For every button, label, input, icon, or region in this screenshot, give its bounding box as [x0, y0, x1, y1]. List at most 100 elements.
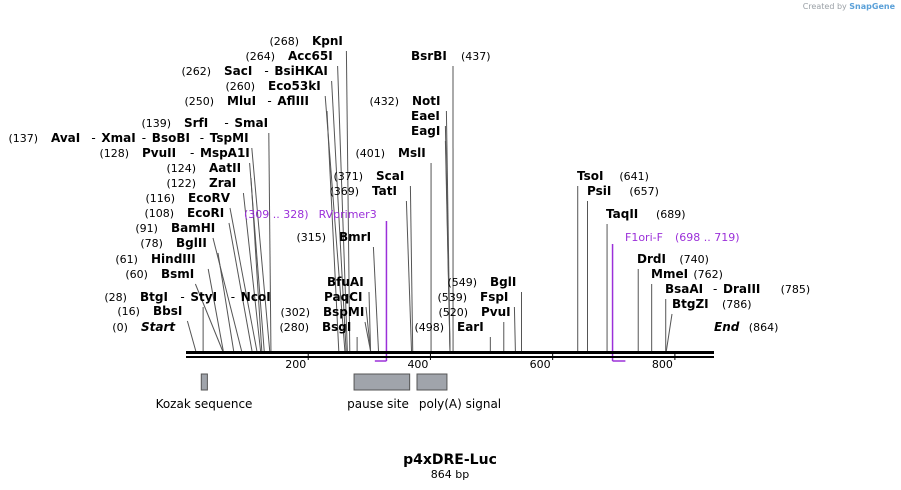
ruler-tick-label-600: 600: [530, 358, 551, 371]
site-position: (78): [140, 237, 163, 250]
enzyme-name: End: [714, 320, 740, 334]
primers: (309 .. 328) RVprimer3 F1ori-F (698 .. 719): [244, 208, 740, 362]
snapgene-logo-text: SnapGene: [849, 2, 895, 11]
site-position: (369): [330, 185, 360, 198]
site-position: (520): [439, 306, 469, 319]
site-position: (108): [145, 207, 175, 220]
cut-line-hindiii-4: [207, 268, 224, 352]
enzyme-name: PsiI: [587, 184, 611, 198]
feature-label-pause-site: pause site: [347, 397, 409, 411]
enzyme-name: BsaAI: [665, 282, 703, 296]
enzyme-name: DrdI: [637, 252, 666, 266]
separator: -: [264, 64, 268, 78]
enzyme-name: SacI: [224, 64, 252, 78]
cut-line-btgzi-41: [665, 313, 673, 352]
enzyme-label-pvui-32: (520) PvuI: [439, 305, 511, 319]
enzyme-label-bsaai-draiii-40: BsaAI - DraIII (785): [665, 282, 810, 296]
primer-range: (698 .. 719): [675, 231, 740, 244]
enzyme-name: BbsI: [153, 304, 182, 318]
enzyme-label-noti-29: (432) NotI: [370, 94, 441, 108]
site-position: (128): [100, 147, 130, 160]
primer-name: F1ori-F: [625, 231, 663, 244]
enzyme-label-hindiii-4: (61) HindIII: [115, 252, 195, 266]
enzyme-label-eagi-27: EagI: [411, 124, 440, 138]
site-position: (264): [246, 50, 276, 63]
sequence-backbone: [186, 351, 714, 358]
snapgene-credit: Created by SnapGene: [803, 2, 895, 11]
site-position: (260): [226, 80, 256, 93]
enzyme-name: EagI: [411, 124, 440, 138]
enzyme-name: AatII: [209, 161, 241, 175]
enzyme-name: TaqII: [606, 207, 638, 221]
ruler-ticks: 200 400 600 800: [285, 352, 676, 371]
enzyme-label-bmri-23: (315) BmrI: [297, 230, 372, 244]
cut-line-bsmi-3: [194, 283, 224, 352]
site-position: (137): [9, 132, 39, 145]
enzyme-label-bspmi-20: (302) BspMI: [281, 305, 365, 319]
feature-label-poly-a-signal: poly(A) signal: [419, 397, 501, 411]
enzyme-name: EaeI: [411, 109, 440, 123]
enzyme-name: KpnI: [312, 34, 343, 48]
enzyme-label-bbsi-1: (16) BbsI: [117, 304, 182, 318]
credit-prefix: Created by: [802, 2, 847, 11]
enzyme-label-acc65i-17: (264) Acc65I: [246, 49, 333, 63]
enzyme-name: TspMI: [210, 131, 249, 145]
site-position: (786): [722, 298, 752, 311]
enzyme-name: DraIII: [723, 282, 760, 296]
enzyme-cut-lines: [186, 50, 673, 352]
enzyme-label-bamhi-6: (91) BamHI: [135, 221, 215, 235]
enzyme-name: BfuAI: [327, 275, 364, 289]
enzyme-label-bfuai-22: BfuAI: [327, 275, 364, 289]
cut-line-saci-bsihkai-16: [331, 80, 347, 352]
enzyme-name: BglII: [176, 236, 207, 250]
enzyme-label-msli-26: (401) MslI: [356, 146, 426, 160]
enzyme-name: BmrI: [339, 230, 371, 244]
features: Kozak sequence pause site poly(A) signal: [156, 373, 501, 411]
enzyme-label-bsmi-3: (60) BsmI: [125, 267, 194, 281]
site-position: (864): [749, 321, 779, 334]
enzyme-name: NcoI: [241, 290, 271, 304]
enzyme-name: BsgI: [322, 320, 351, 334]
separator: -: [231, 290, 235, 304]
ruler-tick-label-200: 200: [285, 358, 306, 371]
backbone-strand-top: [186, 351, 714, 354]
cut-line-ecorv-8: [229, 207, 258, 352]
site-position: (539): [438, 291, 468, 304]
enzyme-name: TsoI: [577, 169, 603, 183]
site-position: (315): [297, 231, 327, 244]
enzyme-label-saci-bsihkai-16: (262) SacI - BsiHKAI: [182, 64, 328, 78]
cut-line-bfuai-22: [368, 291, 372, 352]
site-position: (401): [356, 147, 386, 160]
site-position: (139): [142, 117, 172, 130]
feature-label-kozak-sequence: Kozak sequence: [156, 397, 253, 411]
cut-line-bmri-23: [372, 246, 379, 352]
site-position: (740): [679, 253, 709, 266]
site-position: (549): [448, 276, 478, 289]
enzyme-label-mmei-39: MmeI (762): [651, 267, 723, 281]
primer-label-rvprimer3: (309 .. 328) RVprimer3: [244, 208, 377, 221]
feature-box-poly-a-signal: [416, 373, 448, 391]
cut-line-eco53ki-15: [324, 95, 346, 352]
separator: -: [267, 94, 271, 108]
enzyme-label-eaei-28: EaeI: [411, 109, 440, 123]
enzyme-name: BglI: [490, 275, 516, 289]
enzyme-name: Eco53kI: [268, 79, 321, 93]
primer-label-f1ori-f: F1ori-F (698 .. 719): [625, 231, 740, 244]
site-position: (498): [415, 321, 445, 334]
cut-line-fspi-33: [513, 306, 516, 352]
feature-box-kozak-sequence: [200, 373, 208, 391]
site-position: (437): [461, 50, 491, 63]
enzyme-name: BtgI: [140, 290, 168, 304]
enzyme-name: SrfI: [184, 116, 208, 130]
enzyme-name: HindIII: [151, 252, 196, 266]
cut-line-srfi-smai-13: [268, 132, 272, 352]
enzyme-labels: (0) Start(16) BbsI(28) BtgI - StyI - NcoI(60) Bs…: [9, 34, 811, 334]
site-position: (689): [656, 208, 686, 221]
enzyme-label-zrai-9: (122) ZraI: [167, 176, 237, 190]
enzyme-name: MluI: [227, 94, 256, 108]
cut-line-kpni-18: [345, 50, 351, 352]
enzyme-name: ScaI: [376, 169, 404, 183]
cut-line-tati-24: [405, 200, 412, 352]
enzyme-name: BsrBI: [411, 49, 447, 63]
